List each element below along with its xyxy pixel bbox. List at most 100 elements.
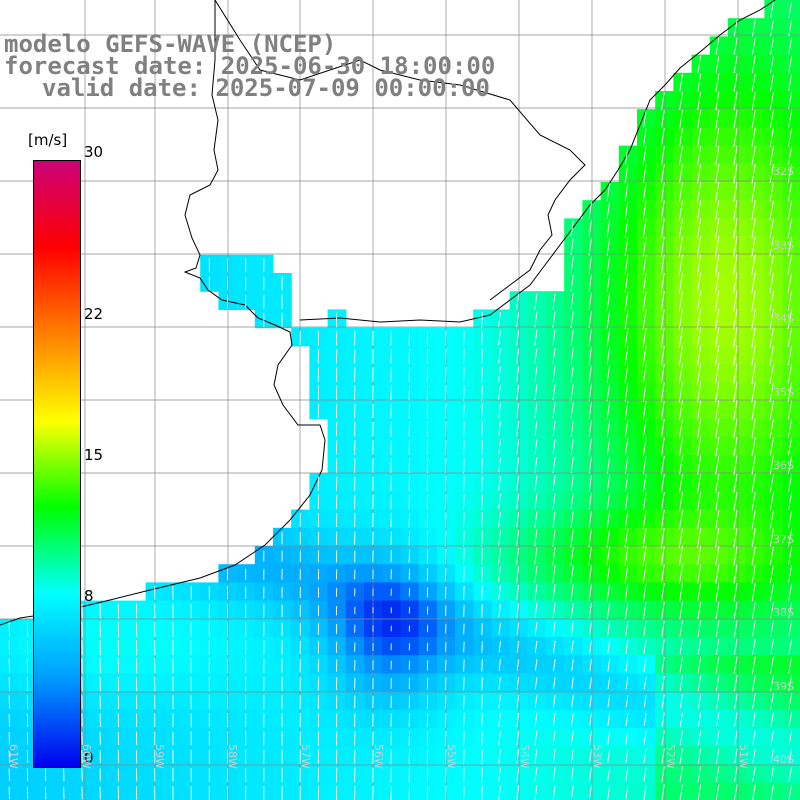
wind-speed-cell (618, 546, 638, 565)
wind-speed-cell (746, 236, 765, 256)
wind-vector (679, 455, 683, 475)
coastline (0, 0, 776, 626)
wind-speed-cell (546, 655, 565, 674)
wind-speed-cell (400, 400, 420, 420)
wind-speed-cell (728, 455, 747, 474)
wind-vector (552, 439, 556, 455)
wind-speed-cell (782, 618, 800, 638)
wind-vector (660, 291, 665, 312)
wind-vector (588, 401, 592, 419)
wind-speed-cell (746, 18, 765, 37)
wind-speed-cell (746, 36, 765, 56)
wind-vector (643, 731, 647, 745)
wind-speed-cell (491, 546, 511, 565)
wind-speed-cell (673, 418, 693, 438)
wind-vector (661, 712, 665, 727)
wind-vector (552, 603, 556, 619)
wind-speed-cell (709, 400, 729, 420)
wind-vector (625, 748, 629, 764)
wind-vector (552, 366, 556, 383)
wind-vector (714, 272, 720, 294)
wind-speed-cell (709, 509, 729, 529)
wind-speed-cell (746, 527, 765, 547)
wind-vector (733, 546, 738, 566)
wind-vector (788, 674, 793, 692)
wind-speed-cell (546, 546, 565, 565)
wind-speed-cell (600, 673, 620, 693)
wind-speed-cell (473, 382, 492, 401)
wind-vector (661, 748, 665, 764)
wind-speed-cell (600, 236, 620, 256)
wind-vector (463, 731, 465, 747)
wind-speed-cell (764, 291, 784, 310)
wind-vector (588, 201, 592, 219)
wind-speed-cell (709, 200, 729, 219)
wind-vector (444, 439, 447, 455)
wind-speed-cell (655, 582, 674, 602)
wind-vector (679, 601, 683, 620)
wind-vector (660, 455, 665, 475)
wind-vector (606, 292, 611, 311)
wind-vector (463, 330, 465, 346)
wind-vector (516, 712, 520, 727)
wind-vector (481, 494, 483, 510)
wind-vector (697, 784, 702, 800)
wind-speed-cell (673, 728, 693, 747)
wind-vector (570, 748, 574, 764)
wind-speed-cell (473, 691, 492, 711)
wind-speed-cell (418, 746, 438, 765)
wind-speed-cell (618, 418, 638, 438)
wind-vector (770, 748, 774, 763)
wind-vector (642, 474, 647, 493)
wind-vector (570, 767, 574, 782)
wind-vector (463, 694, 465, 710)
wind-vector (715, 400, 720, 421)
wind-vector (751, 546, 756, 566)
wind-vector (642, 236, 647, 257)
wind-vector (534, 730, 538, 746)
wind-vector (588, 256, 592, 274)
wind-vector (679, 491, 683, 511)
wind-vector (788, 37, 793, 55)
wind-speed-cell (637, 691, 656, 711)
wind-speed-cell (564, 382, 583, 401)
wind-vector (788, 528, 793, 547)
wind-vector (463, 494, 465, 510)
wind-vector (751, 272, 756, 294)
wind-speed-cell (746, 54, 765, 74)
wind-speed-cell (473, 782, 492, 800)
wind-vector (552, 640, 556, 654)
wind-vector (588, 292, 592, 310)
wind-vector (463, 749, 465, 765)
wind-speed-cell (691, 382, 711, 401)
wind-speed-cell (709, 436, 729, 456)
wind-vector (498, 659, 501, 671)
wind-vector (770, 1, 774, 18)
wind-speed-cell (764, 54, 784, 74)
wind-speed-cell (491, 455, 511, 474)
wind-speed-cell (673, 655, 693, 674)
wind-vector (733, 55, 738, 74)
wind-speed-cell (546, 709, 565, 729)
wind-vector (770, 656, 774, 674)
wind-speed-cell (782, 709, 800, 729)
wind-speed-cell (782, 291, 800, 310)
wind-vector (715, 656, 720, 674)
colorbar-unit: [m/s] (28, 131, 68, 149)
wind-speed-cell (746, 782, 765, 800)
wind-vector (697, 730, 702, 745)
wind-vector (426, 403, 429, 419)
model-title: modelo GEFS-WAVE (NCEP) (4, 30, 337, 58)
wind-speed-cell (546, 782, 565, 800)
wind-vector (588, 565, 592, 584)
wind-speed-cell (455, 345, 474, 365)
wind-speed-cell (782, 400, 800, 420)
lat-label: 33S (773, 238, 794, 252)
wind-vector (678, 327, 683, 349)
wind-speed-cell (673, 709, 693, 729)
wind-speed-cell (709, 54, 729, 74)
wind-vector (481, 767, 483, 783)
wind-speed-cell (673, 364, 693, 383)
wind-speed-cell (491, 436, 511, 456)
wind-speed-cell (491, 655, 511, 674)
